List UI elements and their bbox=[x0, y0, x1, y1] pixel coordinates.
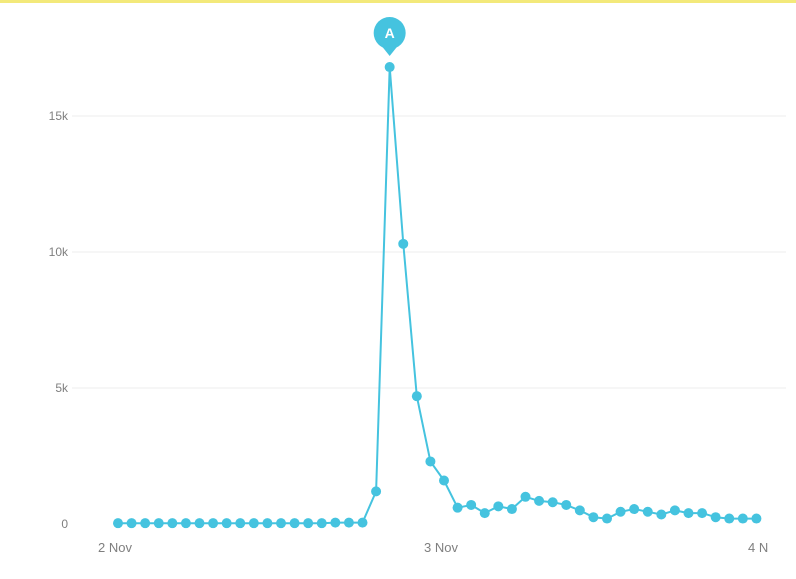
data-point bbox=[262, 518, 273, 529]
data-point bbox=[425, 456, 436, 467]
data-point bbox=[629, 504, 640, 515]
data-point bbox=[574, 505, 585, 516]
data-point bbox=[289, 518, 300, 529]
data-point bbox=[656, 509, 667, 520]
y-tick-label: 5k bbox=[55, 381, 69, 395]
data-point bbox=[384, 62, 395, 73]
top-border bbox=[0, 0, 796, 3]
data-point bbox=[452, 502, 463, 513]
data-point bbox=[371, 486, 382, 497]
data-point bbox=[343, 517, 354, 528]
data-point bbox=[194, 518, 205, 529]
data-point bbox=[330, 517, 341, 528]
annotation-pin bbox=[373, 17, 406, 49]
data-point bbox=[737, 513, 748, 524]
data-point bbox=[602, 513, 612, 524]
data-point bbox=[697, 508, 708, 519]
data-point bbox=[411, 391, 422, 402]
data-point bbox=[683, 508, 694, 519]
y-tick-label: 15k bbox=[49, 109, 69, 123]
data-point bbox=[398, 238, 409, 249]
data-point bbox=[248, 518, 259, 529]
data-point bbox=[520, 491, 531, 502]
data-point bbox=[561, 499, 572, 510]
x-tick-label: 2 Nov bbox=[98, 540, 132, 555]
data-point bbox=[588, 512, 599, 523]
data-point bbox=[642, 506, 653, 517]
data-point bbox=[439, 475, 449, 486]
data-point bbox=[751, 513, 762, 524]
x-tick-label: 4 N bbox=[748, 540, 768, 555]
data-point bbox=[126, 518, 137, 529]
data-point bbox=[724, 513, 735, 524]
data-point bbox=[208, 518, 219, 529]
data-point bbox=[615, 506, 626, 517]
y-tick-label: 0 bbox=[61, 517, 68, 531]
data-point bbox=[493, 501, 504, 512]
data-point bbox=[276, 518, 286, 529]
y-tick-label: 10k bbox=[49, 245, 69, 259]
data-point bbox=[235, 518, 246, 529]
data-point bbox=[506, 504, 517, 515]
data-point bbox=[466, 499, 477, 510]
annotation-label: A bbox=[385, 25, 395, 41]
data-point bbox=[113, 518, 123, 529]
data-point bbox=[547, 497, 558, 508]
x-tick-label: 3 Nov bbox=[424, 540, 458, 555]
data-point bbox=[534, 495, 545, 506]
data-point bbox=[303, 518, 314, 529]
data-point bbox=[140, 518, 151, 529]
data-point bbox=[710, 512, 721, 523]
data-point bbox=[167, 518, 178, 529]
series-line bbox=[118, 66, 757, 525]
data-point bbox=[669, 505, 680, 516]
annotation-pin-tip bbox=[381, 46, 398, 56]
data-point bbox=[180, 518, 191, 529]
data-point bbox=[153, 518, 164, 529]
data-point bbox=[221, 518, 232, 529]
data-point bbox=[316, 518, 327, 529]
data-point bbox=[357, 517, 368, 528]
data-point bbox=[479, 508, 490, 519]
